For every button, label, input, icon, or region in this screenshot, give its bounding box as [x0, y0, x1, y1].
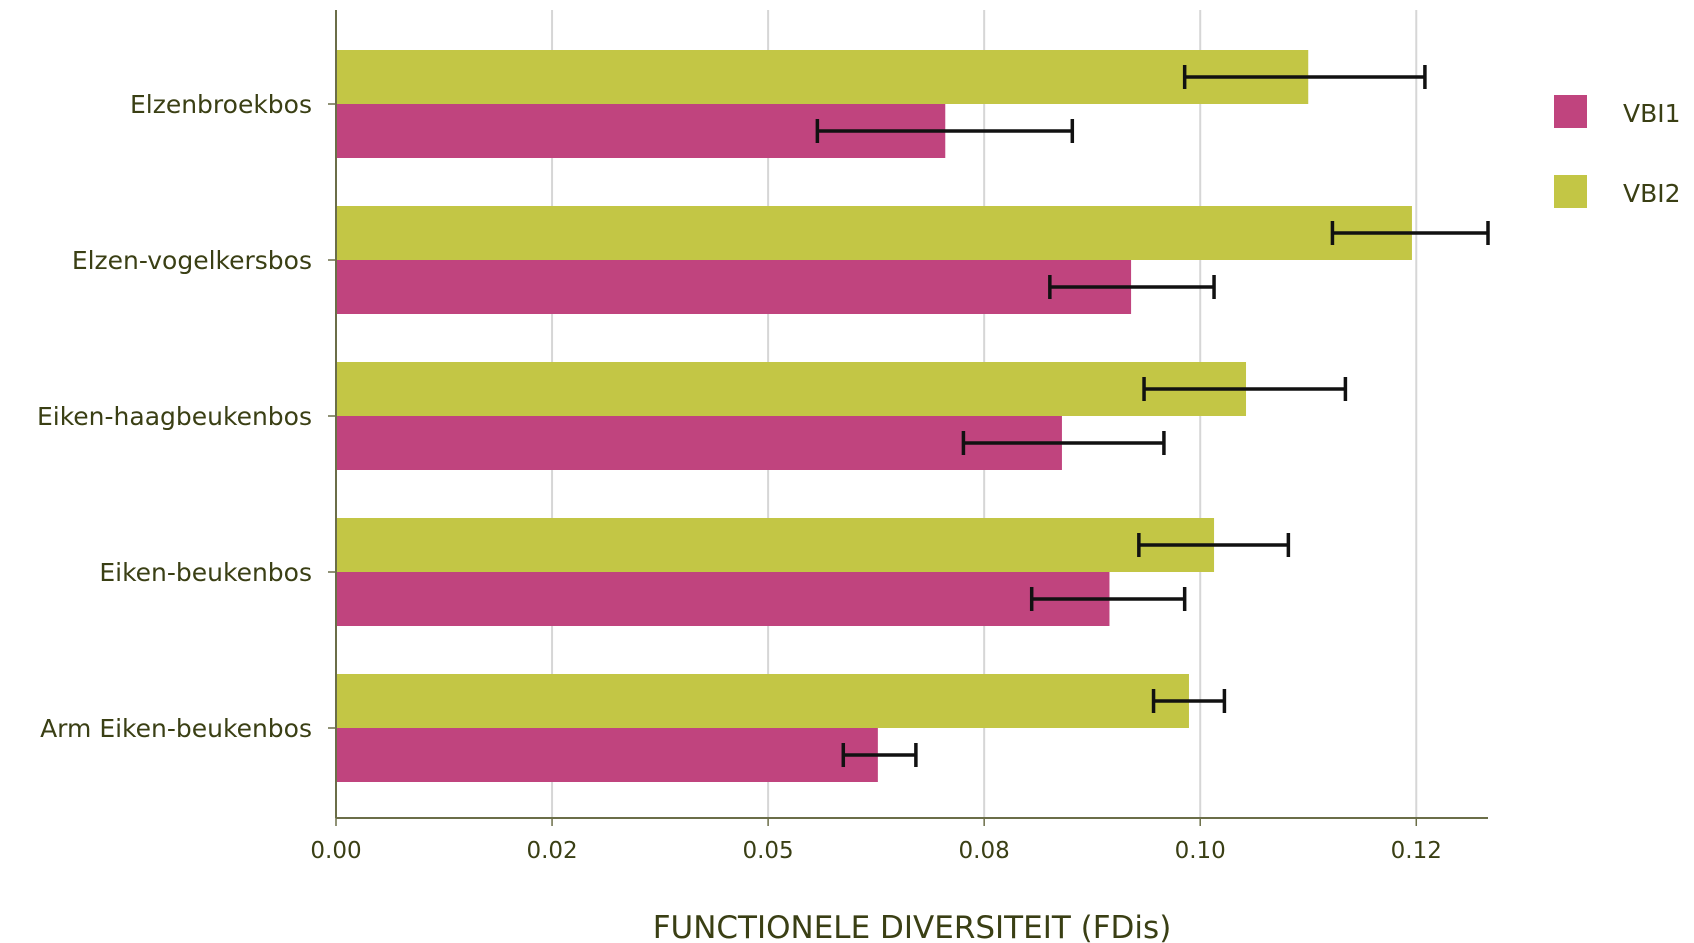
x-tick-label: 0.00 — [310, 838, 361, 864]
category-label: Elzen-vogelkersbos — [72, 246, 312, 275]
x-tick-label: 0.12 — [1391, 838, 1442, 864]
x-tick-label: 0.05 — [742, 838, 793, 864]
bar-vbi2 — [336, 50, 1309, 104]
axes — [328, 10, 1488, 826]
bar-vbi1 — [336, 728, 878, 782]
legend-swatch-vbi2 — [1554, 175, 1587, 208]
x-tick-label: 0.10 — [1175, 838, 1226, 864]
error-bars — [815, 65, 1490, 767]
bar-vbi2 — [336, 206, 1412, 260]
labels: 0.00 0.02 0.05 0.08 0.10 0.12 Elzenbroekbos Elz… — [37, 90, 1442, 864]
x-axis-title: FUNCTIONELE DIVERSITEIT (FDis) — [653, 910, 1172, 943]
x-tick-label: 0.08 — [959, 838, 1010, 864]
category-label: Elzenbroekbos — [130, 90, 312, 119]
category-label: Eiken-haagbeukenbos — [37, 402, 312, 431]
legend: VBI1 VBI2 — [1554, 95, 1681, 208]
category-label: Eiken-beukenbos — [99, 558, 312, 587]
bars — [336, 50, 1412, 782]
bar-vbi2 — [336, 518, 1215, 572]
legend-label-vbi1: VBI1 — [1623, 99, 1681, 128]
category-label: Arm Eiken-beukenbos — [40, 714, 312, 743]
x-tick-label: 0.02 — [526, 838, 577, 864]
bar-vbi1 — [336, 416, 1062, 470]
bar-vbi2 — [336, 674, 1189, 728]
bar-vbi2 — [336, 362, 1247, 416]
legend-label-vbi2: VBI2 — [1623, 179, 1681, 208]
legend-swatch-vbi1 — [1554, 95, 1587, 128]
bar-vbi1 — [336, 572, 1110, 626]
bar-vbi1 — [336, 260, 1132, 314]
